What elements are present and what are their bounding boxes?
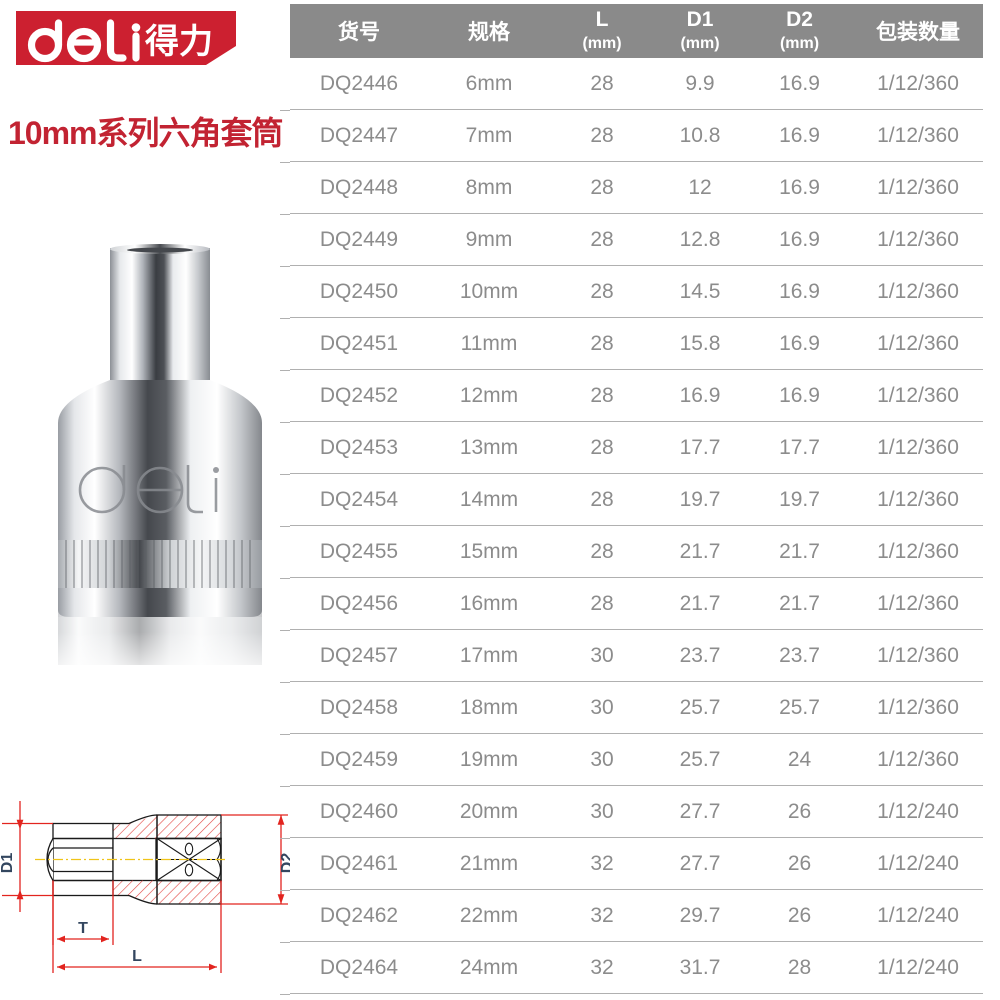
svg-text:D1: D1 <box>0 853 16 874</box>
svg-text:D2: D2 <box>279 853 290 874</box>
svg-text:L: L <box>132 948 142 965</box>
svg-text:T: T <box>78 920 88 937</box>
svg-text:得力: 得力 <box>144 23 213 61</box>
